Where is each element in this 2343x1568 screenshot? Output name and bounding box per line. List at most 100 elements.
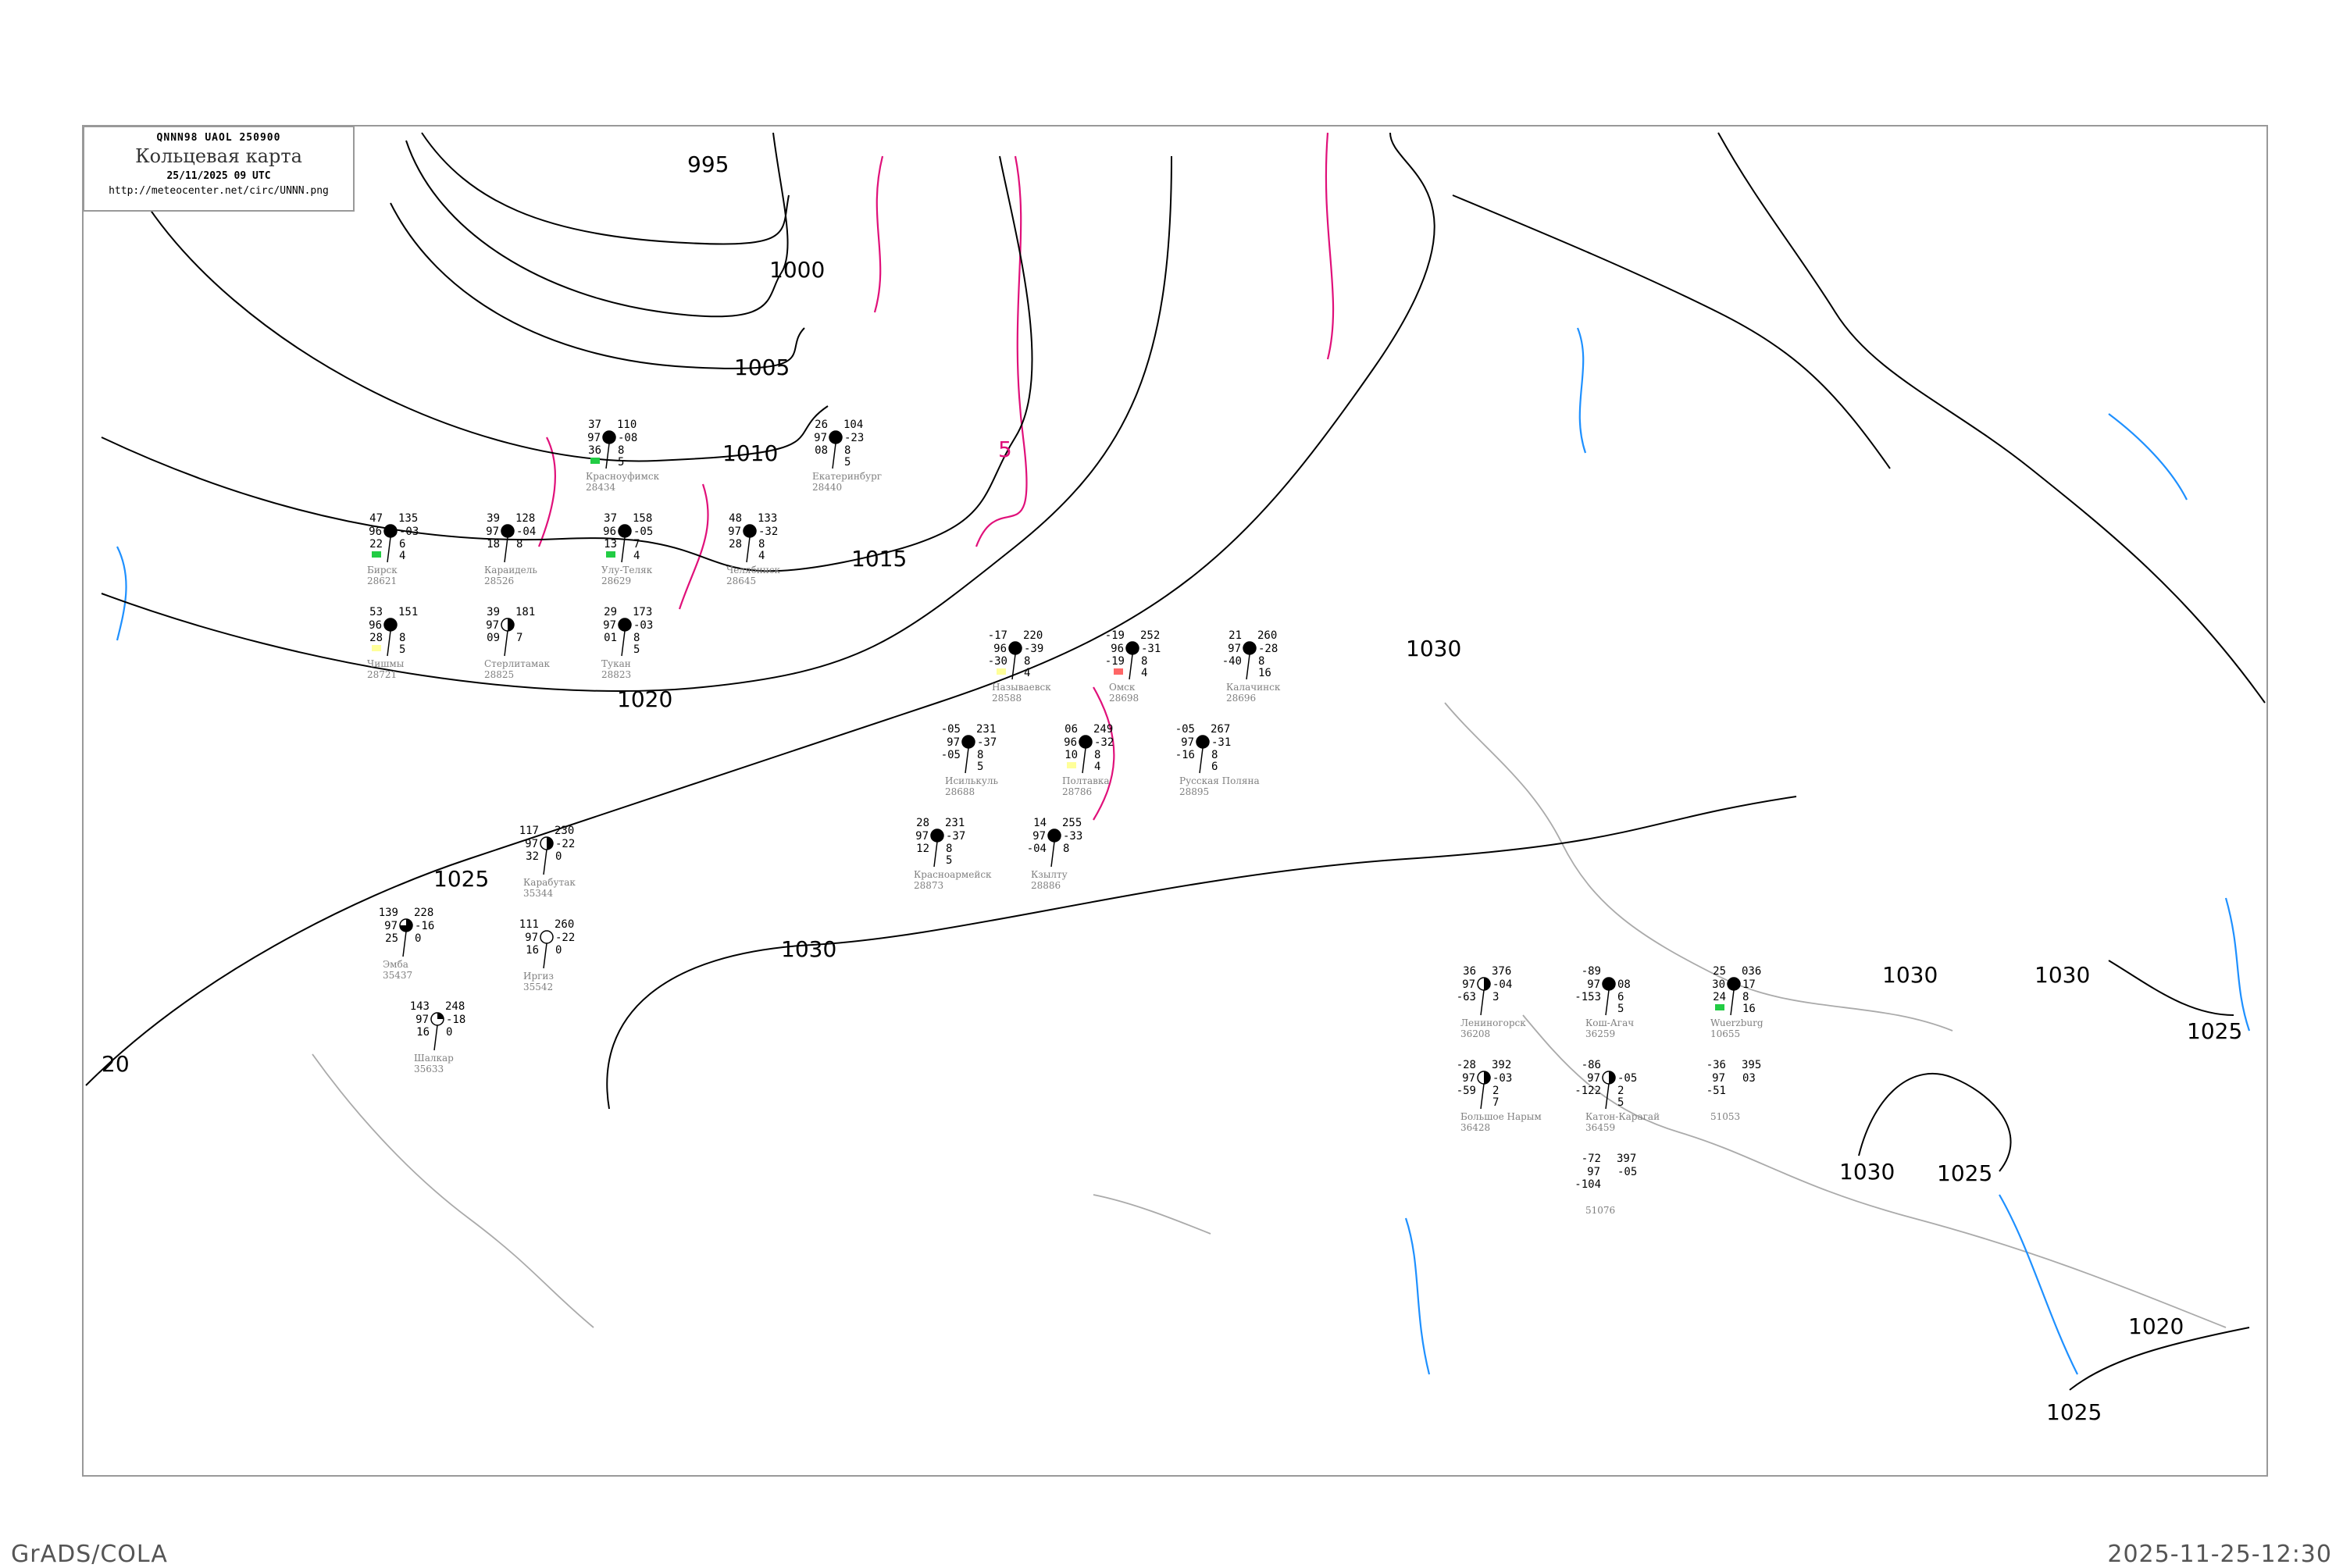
footer-software: GrADS/COLA — [11, 1541, 168, 1568]
value-right: -33 — [1063, 830, 1082, 843]
isotherms — [537, 132, 1335, 821]
value-height: 5 — [633, 643, 640, 656]
wind-barb — [543, 943, 547, 969]
pressure: 397 — [1617, 1153, 1636, 1165]
temperature: -05 — [941, 723, 961, 736]
station-name: Улу-Теляк — [601, 565, 653, 576]
station-id: 28823 — [601, 669, 631, 680]
station-name: Омск — [1109, 682, 1136, 693]
cloud-cover-circle — [602, 430, 616, 444]
station-id: 28873 — [914, 880, 943, 891]
pressure: 181 — [515, 606, 535, 618]
value-height: 16 — [1258, 667, 1271, 679]
station-id: 28629 — [601, 576, 631, 586]
value-right: -22 — [555, 932, 575, 944]
temperature: 117 — [519, 825, 539, 837]
pressure-short: 30 — [1712, 978, 1725, 991]
value-low-cloud: 8 — [633, 632, 640, 644]
station-name: Екатеринбург — [812, 471, 882, 482]
value-low-cloud: 8 — [946, 843, 952, 855]
station-id: 35633 — [414, 1064, 444, 1074]
isobar-label: 1025 — [433, 866, 489, 892]
cloud-cover-circle — [1079, 735, 1093, 749]
station-name: Шалкар — [414, 1053, 454, 1064]
station-id: 35344 — [523, 888, 554, 899]
pressure-short: 97 — [415, 1014, 429, 1026]
dew-point: 16 — [526, 944, 539, 957]
station-id: 51076 — [1585, 1205, 1615, 1216]
isobar-label: 5 — [998, 437, 1012, 462]
wind-barb — [1480, 1083, 1485, 1110]
value-right: -37 — [946, 830, 965, 843]
station-name: Кзылту — [1031, 869, 1068, 880]
value-height: 7 — [1492, 1096, 1499, 1109]
station-name: Большое Нарым — [1460, 1111, 1542, 1122]
dew-point: 32 — [526, 850, 539, 863]
value-low-cloud: 8 — [516, 538, 522, 551]
isobar-label: 1025 — [2187, 1018, 2242, 1044]
station-id: 28895 — [1179, 786, 1209, 797]
wind-barb — [621, 536, 626, 563]
wind-barb — [1246, 654, 1250, 680]
station-id: 35542 — [523, 982, 553, 992]
cloud-cover-circle — [618, 524, 632, 538]
dew-point: 01 — [604, 632, 617, 644]
isobar-label: 1030 — [1406, 636, 1461, 661]
wind-barb — [965, 747, 969, 774]
temperature: 36 — [1463, 965, 1476, 978]
precip-marker — [997, 668, 1006, 675]
dew-point: 13 — [604, 538, 617, 551]
dew-point: 28 — [729, 538, 742, 551]
source-url[interactable]: http://meteocenter.net/circ/UNNN.png — [109, 185, 329, 197]
dew-point: -30 — [988, 655, 1007, 668]
value-right: -05 — [1617, 1072, 1637, 1085]
pressure: 228 — [414, 907, 433, 919]
value-height: 4 — [1024, 667, 1030, 679]
pressure-short: 97 — [1587, 978, 1600, 991]
pressure: 392 — [1492, 1059, 1511, 1071]
footer-timestamp: 2025-11-25-12:30 — [2107, 1541, 2332, 1568]
value-low-cloud: 8 — [399, 632, 405, 644]
temperature: 39 — [487, 512, 500, 525]
cloud-cover-circle — [383, 524, 398, 538]
temperature: 48 — [729, 512, 742, 525]
station-id: 36459 — [1585, 1122, 1615, 1133]
pressure-short: 96 — [1111, 643, 1124, 655]
station-name: Бирск — [367, 565, 398, 576]
station-name: Wuerzburg — [1710, 1017, 1763, 1028]
precip-marker — [1114, 668, 1123, 675]
pressure-short: 96 — [993, 643, 1007, 655]
temperature: 139 — [379, 907, 398, 919]
dew-point: -04 — [1027, 843, 1047, 855]
value-right: -32 — [758, 526, 778, 538]
